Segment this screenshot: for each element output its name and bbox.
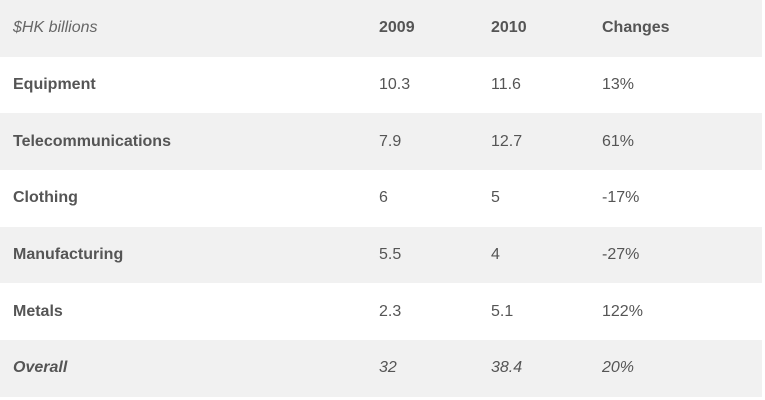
table-row: Telecommunications 7.9 12.7 61%: [0, 113, 762, 171]
row-label: Telecommunications: [13, 132, 171, 150]
row-label: Manufacturing: [13, 246, 124, 264]
table-row: Equipment 10.3 11.6 13%: [0, 57, 762, 114]
table-row-overall: Overall 32 38.4 20%: [0, 340, 762, 397]
row-label: Equipment: [13, 76, 96, 94]
row-change: 61%: [602, 132, 635, 150]
header-2009: 2009: [379, 19, 415, 37]
table-row: Clothing 6 5 -17%: [0, 170, 762, 227]
overall-value-2010: 38.4: [491, 359, 523, 377]
row-value-2010: 11.6: [491, 76, 521, 94]
table-row: Metals 2.3 5.1 122%: [0, 283, 762, 340]
row-change: -27%: [602, 246, 640, 264]
row-change: 13%: [602, 76, 635, 94]
row-change: 122%: [602, 302, 643, 320]
header-2010: 2010: [491, 19, 527, 37]
row-value-2010: 5: [491, 189, 500, 207]
row-value-2009: 6: [379, 189, 388, 207]
overall-change: 20%: [602, 359, 635, 377]
row-value-2010: 12.7: [491, 132, 523, 150]
table-row: Manufacturing 5.5 4 -27%: [0, 226, 762, 284]
table-header-row: $HK billions 2009 2010 Changes: [0, 0, 762, 57]
row-label: Metals: [13, 302, 63, 320]
overall-value-2009: 32: [379, 359, 397, 377]
header-changes: Changes: [602, 19, 670, 37]
header-unit: $HK billions: [13, 19, 98, 37]
row-label: Clothing: [13, 189, 78, 207]
row-value-2009: 5.5: [379, 246, 402, 264]
row-value-2009: 10.3: [379, 76, 411, 94]
row-change: -17%: [602, 189, 640, 207]
overall-label: Overall: [13, 359, 68, 377]
row-value-2010: 4: [491, 246, 500, 264]
row-value-2009: 2.3: [379, 302, 402, 320]
row-value-2010: 5.1: [491, 302, 514, 320]
row-value-2009: 7.9: [379, 132, 402, 150]
